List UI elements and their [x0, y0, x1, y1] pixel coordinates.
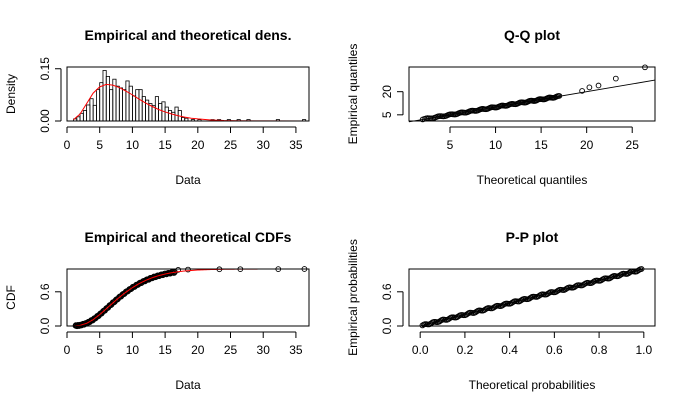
- x-tick-label: 30: [257, 343, 271, 357]
- histogram-bar: [171, 111, 176, 122]
- x-tick-label: 5: [447, 138, 454, 152]
- plot-frame: [66, 268, 310, 327]
- x-tick-label: 0.2: [457, 343, 474, 357]
- x-tick-label: 0.0: [412, 343, 429, 357]
- x-tick-label: 35: [289, 138, 303, 152]
- x-axis-label: Theoretical probabilities: [469, 378, 596, 392]
- y-tick-label: 0.6: [380, 283, 394, 300]
- histogram-bar: [141, 96, 146, 122]
- x-tick-label: 10: [489, 138, 503, 152]
- histogram-bar: [181, 117, 186, 122]
- plot-frame: [408, 268, 656, 327]
- x-tick-label: 15: [534, 138, 548, 152]
- cdf-panel: Empirical and theoretical CDFs Data CDF 0 5 1…: [4, 229, 310, 392]
- qq-point: [612, 75, 619, 82]
- y-tick-label: 5: [380, 111, 394, 118]
- histogram-bar: [92, 104, 97, 122]
- chart-title: Empirical and theoretical CDFs: [85, 229, 292, 245]
- density-panel: Empirical and theoretical dens. Data Densi…: [4, 27, 310, 187]
- x-tick-label: 25: [224, 343, 238, 357]
- chart-title: P-P plot: [506, 229, 559, 245]
- x-tick-label: 0: [64, 138, 71, 152]
- y-axis-label: Empirical probabilities: [346, 239, 360, 356]
- x-tick-label: 1.0: [635, 343, 652, 357]
- histogram-bar: [89, 98, 94, 122]
- x-tick-label: 15: [158, 138, 172, 152]
- histogram-bar: [122, 89, 127, 122]
- y-tick-label: 20: [380, 85, 394, 99]
- x-tick-label: 5: [96, 343, 103, 357]
- x-tick-label: 10: [126, 138, 140, 152]
- qq-point: [586, 84, 593, 91]
- x-axis-label: Data: [175, 173, 201, 187]
- histogram-bar: [174, 106, 179, 122]
- x-tick-label: 20: [191, 343, 205, 357]
- pp-point: [509, 299, 516, 306]
- x-tick-label: 25: [224, 138, 238, 152]
- histogram-bar: [115, 85, 120, 122]
- theoretical-density-curve: [73, 83, 310, 122]
- histogram-bar: [86, 104, 91, 122]
- plot-frame: [66, 66, 310, 122]
- x-tick-label: 0: [64, 343, 71, 357]
- x-tick-label: 20: [191, 138, 205, 152]
- y-tick-label: 0.15: [38, 57, 52, 81]
- y-tick-label: 0.0: [38, 317, 52, 334]
- y-axis-label: Density: [4, 74, 18, 114]
- y-axis-label: Empirical quantiles: [346, 44, 360, 145]
- x-tick-label: 15: [158, 343, 172, 357]
- x-tick-label: 35: [289, 343, 303, 357]
- pp-point: [536, 292, 543, 299]
- histogram-bar: [158, 103, 163, 122]
- qq-point: [579, 88, 585, 94]
- pp-panel: P-P plot Theoretical probabilities Empiric…: [346, 229, 656, 392]
- x-axis-label: Theoretical quantiles: [477, 173, 588, 187]
- x-tick-label: 0.8: [591, 343, 608, 357]
- pp-point: [527, 294, 534, 301]
- x-tick-label: 20: [580, 138, 594, 152]
- pp-point: [518, 297, 525, 303]
- theoretical-cdf-curve: [70, 268, 306, 327]
- histogram-bar: [132, 95, 137, 122]
- y-tick-label: 0.6: [38, 283, 52, 300]
- x-tick-label: 5: [96, 138, 103, 152]
- y-tick-label: 0.0: [380, 317, 394, 334]
- histogram-bar: [105, 76, 110, 122]
- histogram-bar: [135, 89, 140, 122]
- ecdf-point: [146, 275, 153, 282]
- histogram-bar: [79, 112, 84, 122]
- histogram-bar: [125, 80, 130, 122]
- qq-panel: Q-Q plot Theoretical quantiles Empirical q…: [346, 27, 656, 187]
- histogram-bar: [99, 82, 104, 122]
- x-tick-label: 0.6: [546, 343, 563, 357]
- x-axis-label: Data: [175, 378, 201, 392]
- x-tick-label: 10: [126, 343, 140, 357]
- chart-title: Q-Q plot: [504, 27, 560, 43]
- histogram-bar: [164, 106, 169, 122]
- ecdf-point: [175, 267, 182, 273]
- histogram-bar: [167, 110, 173, 122]
- chart-title: Empirical and theoretical dens.: [85, 27, 292, 43]
- histogram-bar: [76, 116, 81, 122]
- histogram-bar: [109, 89, 114, 122]
- plot-frame: [408, 66, 656, 122]
- x-tick-label: 25: [626, 138, 640, 152]
- y-axis-label: CDF: [4, 285, 18, 310]
- qq-point: [595, 82, 602, 89]
- histogram-bar: [128, 85, 133, 122]
- histogram-bar: [102, 70, 107, 122]
- qq-point: [556, 93, 563, 99]
- ecdf-point: [185, 266, 191, 273]
- histogram-bar: [82, 110, 88, 122]
- histogram-bar: [138, 89, 143, 122]
- x-tick-label: 30: [257, 138, 271, 152]
- y-tick-label: 0.00: [38, 109, 52, 133]
- histogram-bar: [96, 89, 101, 122]
- x-tick-label: 0.4: [501, 343, 518, 357]
- histogram-bar: [118, 87, 123, 122]
